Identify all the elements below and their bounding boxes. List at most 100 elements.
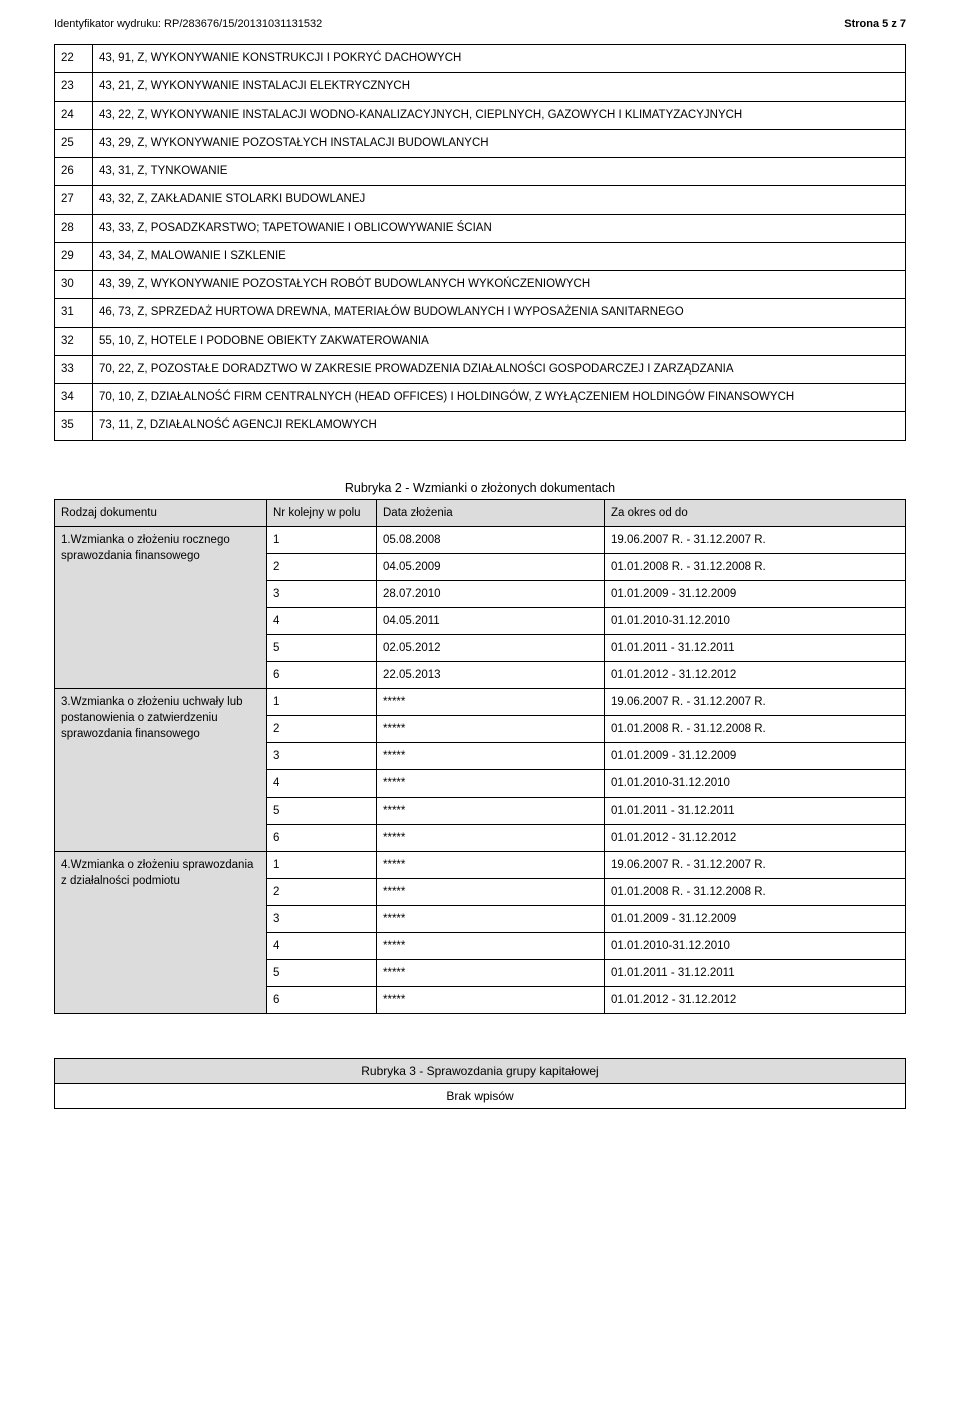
document-date: *****	[377, 987, 605, 1014]
activity-row: 3470, 10, Z, DZIAŁALNOŚĆ FIRM CENTRALNYC…	[55, 384, 906, 412]
activity-text: 43, 91, Z, WYKONYWANIE KONSTRUKCJI I POK…	[93, 45, 906, 73]
document-period: 01.01.2009 - 31.12.2009	[605, 905, 906, 932]
activity-text: 43, 34, Z, MALOWANIE I SZKLENIE	[93, 242, 906, 270]
document-date: *****	[377, 905, 605, 932]
activity-text: 43, 21, Z, WYKONYWANIE INSTALACJI ELEKTR…	[93, 73, 906, 101]
document-date: 04.05.2011	[377, 607, 605, 634]
activity-text: 43, 33, Z, POSADZKARSTWO; TAPETOWANIE I …	[93, 214, 906, 242]
activity-row: 2343, 21, Z, WYKONYWANIE INSTALACJI ELEK…	[55, 73, 906, 101]
activity-number: 25	[55, 129, 93, 157]
activity-text: 46, 73, Z, SPRZEDAŻ HURTOWA DREWNA, MATE…	[93, 299, 906, 327]
activities-table: 2243, 91, Z, WYKONYWANIE KONSTRUKCJI I P…	[54, 44, 906, 441]
document-period: 01.01.2010-31.12.2010	[605, 770, 906, 797]
col-doc-type: Rodzaj dokumentu	[55, 499, 267, 526]
activity-number: 29	[55, 242, 93, 270]
document-period: 01.01.2010-31.12.2010	[605, 607, 906, 634]
activity-text: 55, 10, Z, HOTELE I PODOBNE OBIEKTY ZAKW…	[93, 327, 906, 355]
document-period: 01.01.2012 - 31.12.2012	[605, 662, 906, 689]
document-period: 01.01.2011 - 31.12.2011	[605, 797, 906, 824]
document-period: 01.01.2008 R. - 31.12.2008 R.	[605, 553, 906, 580]
activity-row: 2743, 32, Z, ZAKŁADANIE STOLARKI BUDOWLA…	[55, 186, 906, 214]
activity-row: 3043, 39, Z, WYKONYWANIE POZOSTAŁYCH ROB…	[55, 271, 906, 299]
activity-text: 70, 22, Z, POZOSTAŁE DORADZTWO W ZAKRESI…	[93, 355, 906, 383]
activity-number: 31	[55, 299, 93, 327]
document-period: 01.01.2010-31.12.2010	[605, 933, 906, 960]
document-nr: 6	[267, 824, 377, 851]
document-row: 4.Wzmianka o złożeniu sprawozdania z dzi…	[55, 851, 906, 878]
document-period: 19.06.2007 R. - 31.12.2007 R.	[605, 526, 906, 553]
activity-text: 70, 10, Z, DZIAŁALNOŚĆ FIRM CENTRALNYCH …	[93, 384, 906, 412]
activity-number: 28	[55, 214, 93, 242]
document-period: 01.01.2012 - 31.12.2012	[605, 824, 906, 851]
activity-number: 35	[55, 412, 93, 440]
document-date: *****	[377, 933, 605, 960]
activity-text: 43, 22, Z, WYKONYWANIE INSTALACJI WODNO-…	[93, 101, 906, 129]
document-period: 19.06.2007 R. - 31.12.2007 R.	[605, 689, 906, 716]
activity-row: 2843, 33, Z, POSADZKARSTWO; TAPETOWANIE …	[55, 214, 906, 242]
document-period: 01.01.2011 - 31.12.2011	[605, 634, 906, 661]
document-row: 3.Wzmianka o złożeniu uchwały lub postan…	[55, 689, 906, 716]
document-nr: 5	[267, 797, 377, 824]
activity-text: 73, 11, Z, DZIAŁALNOŚĆ AGENCJI REKLAMOWY…	[93, 412, 906, 440]
page: Identyfikator wydruku: RP/283676/15/2013…	[0, 0, 960, 1149]
activity-row: 3146, 73, Z, SPRZEDAŻ HURTOWA DREWNA, MA…	[55, 299, 906, 327]
document-nr: 5	[267, 634, 377, 661]
document-date: *****	[377, 878, 605, 905]
document-date: 28.07.2010	[377, 580, 605, 607]
activity-number: 26	[55, 158, 93, 186]
activity-row: 3573, 11, Z, DZIAŁALNOŚĆ AGENCJI REKLAMO…	[55, 412, 906, 440]
activity-row: 2943, 34, Z, MALOWANIE I SZKLENIE	[55, 242, 906, 270]
col-period: Za okres od do	[605, 499, 906, 526]
activity-text: 43, 31, Z, TYNKOWANIE	[93, 158, 906, 186]
document-date: 22.05.2013	[377, 662, 605, 689]
rubryka3-body: Brak wpisów	[55, 1084, 906, 1109]
document-nr: 5	[267, 960, 377, 987]
activity-row: 2443, 22, Z, WYKONYWANIE INSTALACJI WODN…	[55, 101, 906, 129]
document-period: 01.01.2009 - 31.12.2009	[605, 580, 906, 607]
document-period: 19.06.2007 R. - 31.12.2007 R.	[605, 851, 906, 878]
document-date: *****	[377, 770, 605, 797]
activity-number: 33	[55, 355, 93, 383]
page-number: Strona 5 z 7	[844, 18, 906, 30]
documents-table: Rodzaj dokumentu Nr kolejny w polu Data …	[54, 499, 906, 1015]
activity-number: 32	[55, 327, 93, 355]
document-period: 01.01.2011 - 31.12.2011	[605, 960, 906, 987]
activity-number: 24	[55, 101, 93, 129]
document-nr: 6	[267, 987, 377, 1014]
col-nr: Nr kolejny w polu	[267, 499, 377, 526]
document-nr: 1	[267, 526, 377, 553]
document-date: *****	[377, 824, 605, 851]
document-date: *****	[377, 743, 605, 770]
activity-row: 2243, 91, Z, WYKONYWANIE KONSTRUKCJI I P…	[55, 45, 906, 73]
activity-row: 2543, 29, Z, WYKONYWANIE POZOSTAŁYCH INS…	[55, 129, 906, 157]
activity-text: 43, 29, Z, WYKONYWANIE POZOSTAŁYCH INSTA…	[93, 129, 906, 157]
document-date: *****	[377, 689, 605, 716]
document-nr: 6	[267, 662, 377, 689]
document-date: *****	[377, 716, 605, 743]
document-nr: 4	[267, 607, 377, 634]
activity-number: 23	[55, 73, 93, 101]
document-period: 01.01.2012 - 31.12.2012	[605, 987, 906, 1014]
document-nr: 1	[267, 851, 377, 878]
document-nr: 2	[267, 716, 377, 743]
activity-row: 2643, 31, Z, TYNKOWANIE	[55, 158, 906, 186]
print-identifier: Identyfikator wydruku: RP/283676/15/2013…	[54, 18, 322, 30]
document-nr: 3	[267, 743, 377, 770]
document-date: *****	[377, 797, 605, 824]
document-nr: 3	[267, 580, 377, 607]
rubryka2-title: Rubryka 2 - Wzmianki o złożonych dokumen…	[54, 481, 906, 495]
document-nr: 3	[267, 905, 377, 932]
document-type-label: 1.Wzmianka o złożeniu rocznego sprawozda…	[55, 526, 267, 689]
document-period: 01.01.2009 - 31.12.2009	[605, 743, 906, 770]
activity-row: 3255, 10, Z, HOTELE I PODOBNE OBIEKTY ZA…	[55, 327, 906, 355]
document-nr: 1	[267, 689, 377, 716]
document-period: 01.01.2008 R. - 31.12.2008 R.	[605, 716, 906, 743]
activity-number: 22	[55, 45, 93, 73]
activity-number: 27	[55, 186, 93, 214]
activity-text: 43, 32, Z, ZAKŁADANIE STOLARKI BUDOWLANE…	[93, 186, 906, 214]
rubryka3-title: Rubryka 3 - Sprawozdania grupy kapitałow…	[55, 1059, 906, 1084]
page-header: Identyfikator wydruku: RP/283676/15/2013…	[54, 18, 906, 30]
document-nr: 4	[267, 933, 377, 960]
col-date: Data złożenia	[377, 499, 605, 526]
document-date: *****	[377, 960, 605, 987]
